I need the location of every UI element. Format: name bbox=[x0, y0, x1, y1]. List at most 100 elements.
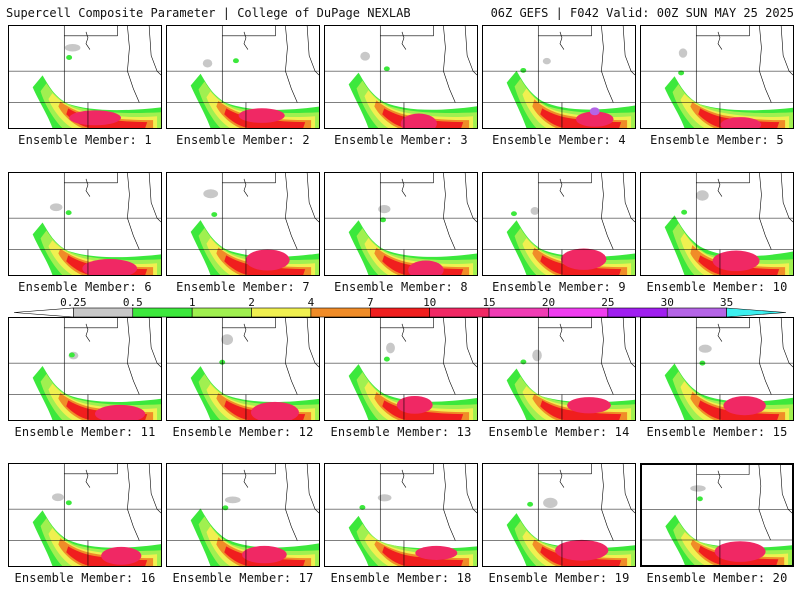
scp-contour-7 bbox=[527, 502, 533, 507]
scp-contour-6 bbox=[203, 189, 218, 198]
ensemble-member-18-map[interactable] bbox=[324, 463, 478, 567]
ensemble-member-11-map[interactable] bbox=[8, 317, 162, 421]
state-border-8 bbox=[601, 26, 603, 71]
ensemble-member-label: Ensemble Member: 14 bbox=[480, 425, 638, 439]
ensemble-member-13-map[interactable] bbox=[324, 317, 478, 421]
river-line bbox=[560, 324, 564, 342]
ensemble-member-label: Ensemble Member: 5 bbox=[638, 133, 796, 147]
ensemble-member-15-map[interactable] bbox=[640, 317, 794, 421]
river-line bbox=[244, 470, 248, 488]
ensemble-member-3-map[interactable] bbox=[324, 25, 478, 129]
scp-contour-6 bbox=[532, 350, 542, 362]
colorbar-segment bbox=[252, 308, 311, 317]
state-border-9 bbox=[127, 71, 139, 102]
scp-contour-8 bbox=[520, 68, 526, 73]
river-line bbox=[86, 179, 90, 197]
state-border-10 bbox=[465, 464, 477, 513]
scp-contour-5 bbox=[242, 546, 287, 563]
scp-contour-6 bbox=[386, 343, 395, 354]
state-border-0 bbox=[9, 26, 64, 71]
member-map-svg bbox=[483, 173, 635, 275]
ensemble-member-7-map[interactable] bbox=[166, 172, 320, 276]
scp-contour-5 bbox=[561, 249, 606, 270]
state-border-10 bbox=[781, 173, 793, 222]
ensemble-member-14-map[interactable] bbox=[482, 317, 636, 421]
ensemble-member-20-map[interactable] bbox=[640, 463, 794, 567]
ensemble-member-12-map[interactable] bbox=[166, 317, 320, 421]
ensemble-member-label: Ensemble Member: 2 bbox=[164, 133, 322, 147]
state-border-0 bbox=[483, 173, 538, 218]
scp-contour-6 bbox=[65, 44, 81, 52]
river-line bbox=[402, 470, 406, 488]
state-border-8 bbox=[601, 464, 603, 509]
ensemble-member-17-map[interactable] bbox=[166, 463, 320, 567]
state-border-8 bbox=[443, 318, 445, 363]
state-border-10 bbox=[149, 318, 161, 367]
state-border-8 bbox=[127, 318, 129, 363]
river-line bbox=[244, 324, 248, 342]
river-line bbox=[560, 179, 564, 197]
ensemble-member-10-map[interactable] bbox=[640, 172, 794, 276]
ensemble-member-label: Ensemble Member: 18 bbox=[322, 571, 480, 585]
scp-contour-5 bbox=[567, 397, 611, 413]
colorbar-segment bbox=[548, 308, 607, 317]
ensemble-member-1-map[interactable] bbox=[8, 25, 162, 129]
ensemble-member-label: Ensemble Member: 20 bbox=[638, 571, 796, 585]
colorbar-tick-label: 30 bbox=[661, 296, 674, 309]
state-border-0 bbox=[641, 318, 696, 363]
ensemble-member-8-map[interactable] bbox=[324, 172, 478, 276]
state-border-9 bbox=[285, 363, 297, 394]
ensemble-member-label: Ensemble Member: 11 bbox=[6, 425, 164, 439]
scp-contour-6 bbox=[679, 48, 687, 57]
scp-contour-6 bbox=[699, 345, 712, 353]
state-border-9 bbox=[601, 218, 613, 249]
ensemble-member-19-map[interactable] bbox=[482, 463, 636, 567]
state-border-9 bbox=[601, 509, 613, 540]
river-line bbox=[244, 32, 248, 50]
state-border-9 bbox=[127, 509, 139, 540]
state-border-9 bbox=[759, 218, 771, 249]
ensemble-member-label: Ensemble Member: 12 bbox=[164, 425, 322, 439]
scp-contour-6 bbox=[543, 498, 557, 508]
ensemble-member-9-map[interactable] bbox=[482, 172, 636, 276]
ensemble-member-4-map[interactable] bbox=[482, 25, 636, 129]
member-map-svg bbox=[167, 318, 319, 420]
river-line bbox=[560, 470, 564, 488]
state-border-9 bbox=[759, 509, 771, 540]
state-border-8 bbox=[285, 464, 287, 509]
scp-contour-5 bbox=[101, 547, 141, 565]
ensemble-member-5-map[interactable] bbox=[640, 25, 794, 129]
state-border-9 bbox=[285, 71, 297, 102]
scp-contour-7 bbox=[681, 210, 687, 215]
state-border-8 bbox=[127, 464, 129, 509]
member-map-svg bbox=[9, 318, 161, 420]
scp-contour-6 bbox=[52, 493, 64, 501]
river-line bbox=[718, 179, 722, 197]
state-border-9 bbox=[127, 363, 139, 394]
state-border-0 bbox=[325, 173, 380, 218]
state-border-9 bbox=[443, 71, 455, 102]
state-border-0 bbox=[167, 318, 222, 363]
river-line bbox=[402, 32, 406, 50]
state-border-8 bbox=[285, 173, 287, 218]
state-border-10 bbox=[149, 173, 161, 222]
state-border-0 bbox=[325, 26, 380, 71]
ensemble-member-16-map[interactable] bbox=[8, 463, 162, 567]
scp-contour-6 bbox=[221, 334, 233, 345]
colorbar-tick-label: 0.25 bbox=[60, 296, 87, 309]
state-border-0 bbox=[483, 318, 538, 363]
ensemble-member-label: Ensemble Member: 4 bbox=[480, 133, 638, 147]
state-border-8 bbox=[759, 26, 761, 71]
colorbar-segment bbox=[311, 308, 370, 317]
ensemble-member-2-map[interactable] bbox=[166, 25, 320, 129]
colorbar-segment bbox=[133, 308, 192, 317]
state-border-0 bbox=[167, 464, 222, 509]
state-border-8 bbox=[285, 26, 287, 71]
color-scale-bar: 0.25 0.5 1 2 4 7 10 15 20 25 30 35 bbox=[0, 296, 800, 320]
ensemble-member-6-map[interactable] bbox=[8, 172, 162, 276]
scp-contour-5 bbox=[415, 546, 457, 560]
state-border-10 bbox=[307, 464, 319, 513]
colorbar-tick-label: 7 bbox=[367, 296, 374, 309]
scp-contour-6 bbox=[696, 190, 709, 200]
ensemble-member-label: Ensemble Member: 17 bbox=[164, 571, 322, 585]
